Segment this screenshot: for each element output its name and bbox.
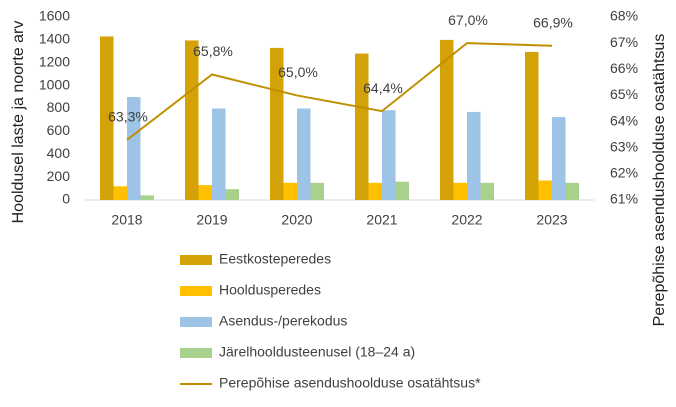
bar bbox=[395, 181, 409, 200]
y-tick-label: 1400 bbox=[39, 31, 70, 47]
x-tick-label: 2022 bbox=[451, 212, 482, 228]
data-label: 66,9% bbox=[533, 14, 573, 30]
x-tick-label: 2019 bbox=[196, 212, 227, 228]
bar bbox=[453, 182, 467, 200]
y-tick-label: 0 bbox=[62, 191, 70, 207]
y2-axis-title: Perepõhise asendushoolduse osatähtsus bbox=[651, 34, 668, 327]
x-tick-label: 2020 bbox=[281, 212, 312, 228]
data-label: 63,3% bbox=[108, 109, 148, 125]
legend-symbol bbox=[180, 348, 212, 358]
bar bbox=[480, 182, 494, 200]
bar bbox=[225, 189, 239, 200]
bar bbox=[552, 117, 566, 200]
line bbox=[126, 42, 553, 141]
legend-label: Asendus-/perekodus bbox=[219, 313, 347, 329]
bar bbox=[538, 180, 552, 200]
y2-tick-label: 67% bbox=[610, 34, 638, 50]
bar bbox=[310, 182, 324, 200]
legend-symbol bbox=[180, 286, 212, 296]
bar bbox=[355, 53, 369, 200]
y-tick-label: 600 bbox=[47, 122, 71, 138]
bar bbox=[270, 47, 284, 200]
bar bbox=[100, 36, 114, 200]
x-tick-label: 2018 bbox=[111, 212, 142, 228]
bar bbox=[440, 39, 454, 200]
y2-tick-label: 61% bbox=[610, 191, 638, 207]
y2-tick-label: 68% bbox=[610, 8, 638, 24]
legend-label: Eestkosteperedes bbox=[219, 251, 331, 267]
x-tick-label: 2023 bbox=[536, 212, 567, 228]
legend-symbol bbox=[180, 255, 212, 265]
y2-tick-label: 66% bbox=[610, 60, 638, 76]
bar bbox=[565, 182, 579, 200]
bar bbox=[127, 97, 141, 200]
bar bbox=[185, 40, 199, 201]
y-tick-label: 1600 bbox=[39, 8, 70, 24]
legend-symbol bbox=[180, 317, 212, 327]
y2-tick-label: 62% bbox=[610, 165, 638, 181]
y-axis-title: Hooldusel laste ja noorte arv bbox=[10, 21, 27, 224]
y2-tick-label: 64% bbox=[610, 112, 638, 128]
bar bbox=[113, 186, 127, 200]
y-tick-label: 400 bbox=[47, 145, 71, 161]
y-tick-label: 800 bbox=[47, 99, 71, 115]
bar bbox=[525, 51, 539, 201]
bar bbox=[140, 195, 154, 200]
y-tick-label: 1000 bbox=[39, 76, 70, 92]
y2-tick-label: 63% bbox=[610, 138, 638, 154]
legend-label: Järelhooldusteenusel (18–24 a) bbox=[219, 344, 415, 360]
data-label: 67,0% bbox=[448, 12, 488, 28]
bar bbox=[368, 182, 382, 200]
bar bbox=[198, 185, 212, 200]
data-label: 65,8% bbox=[193, 43, 233, 59]
bar bbox=[297, 108, 311, 200]
y-tick-label: 200 bbox=[47, 168, 71, 184]
bar bbox=[467, 111, 481, 200]
bar bbox=[382, 110, 396, 200]
legend-label: Hooldusperedes bbox=[219, 282, 321, 298]
bar bbox=[283, 182, 297, 200]
data-label: 64,4% bbox=[363, 80, 403, 96]
data-label: 65,0% bbox=[278, 64, 318, 80]
x-tick-label: 2021 bbox=[366, 212, 397, 228]
y2-tick-label: 65% bbox=[610, 86, 638, 102]
bar bbox=[212, 108, 226, 200]
y-tick-label: 1200 bbox=[39, 53, 70, 69]
legend-label: Perepõhise asendushoolduse osatähtsus* bbox=[219, 375, 481, 391]
